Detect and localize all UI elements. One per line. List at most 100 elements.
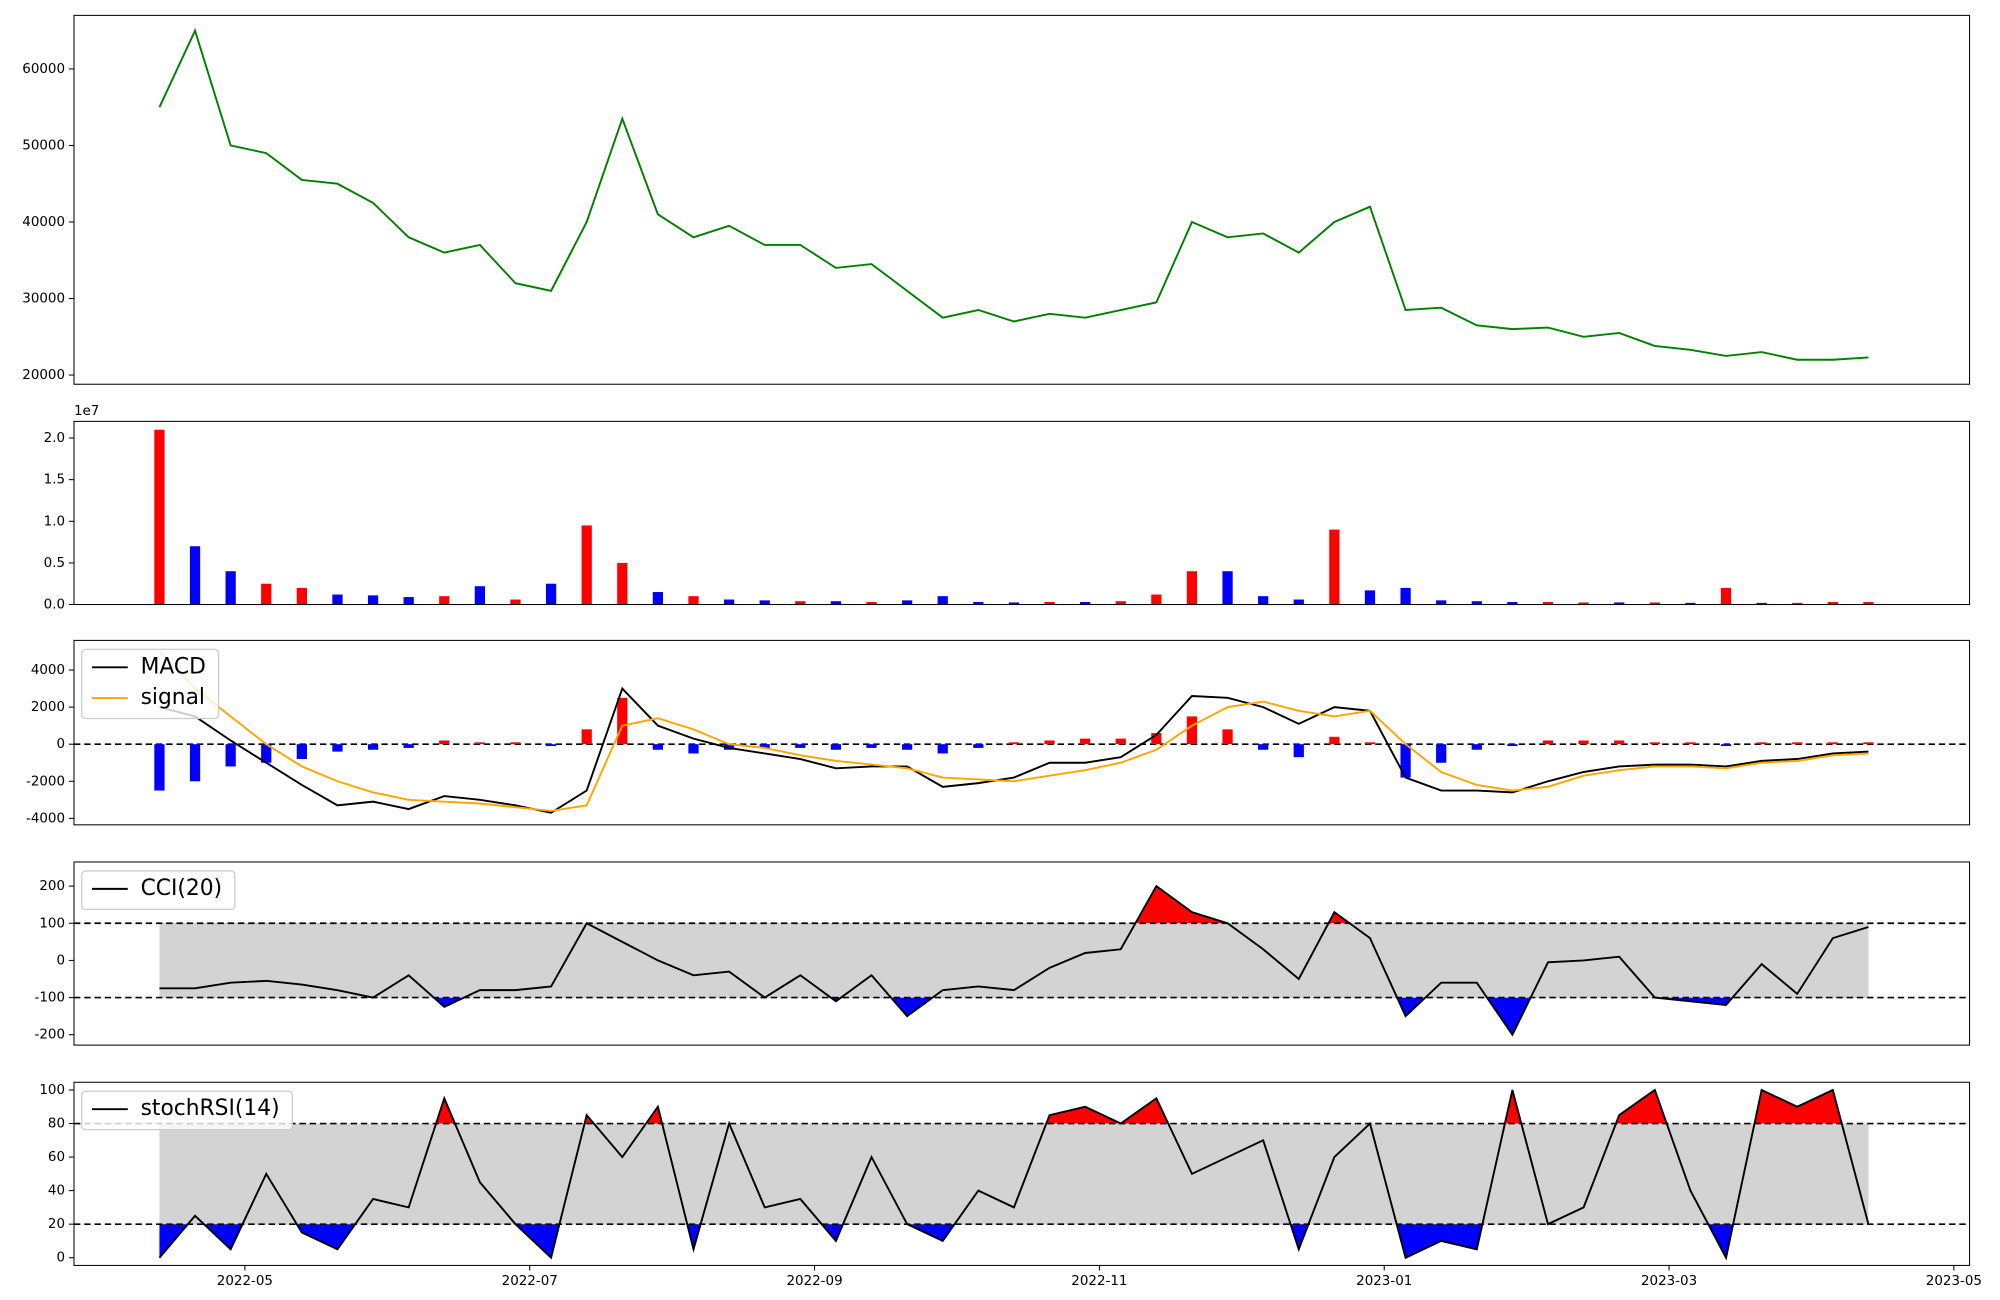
bar [902,600,913,605]
overbought-fill [586,886,1350,924]
bar [759,600,770,605]
y-tick-label: 0 [56,953,65,968]
panel-frame [73,639,1971,826]
x-tick-label: 2023-01 [1356,1274,1412,1289]
x-tick-label: 2023-03 [1641,1274,1697,1289]
histogram-bar [1685,742,1696,745]
bar [225,571,236,605]
legend: stochRSI(14) [81,1090,294,1131]
bar [296,587,307,605]
histogram-bar [1115,738,1126,745]
y-tick-label: 2000 [31,700,65,715]
histogram-bar [688,744,699,754]
legend-label: MACD [141,654,206,679]
x-tick-label: 2022-09 [786,1274,842,1289]
bar [866,602,877,605]
bar [332,594,343,605]
y-tick-label: 1.0 [44,514,65,529]
histogram-bar [1614,740,1625,745]
line [159,686,1869,814]
bar [1863,602,1874,605]
bar [617,562,628,605]
y-tick-label: 80 [48,1117,65,1132]
y-tick-label: 0.5 [44,556,65,571]
legend-label: CCI(20) [141,876,223,901]
y-tick-label: 50000 [22,138,65,153]
legend: CCI(20) [81,870,236,910]
bar [973,602,984,605]
histogram-bar [1507,744,1518,747]
y-tick-label: 100 [39,916,65,931]
plot-area [158,28,1869,361]
bar [261,583,272,605]
bar [189,546,201,605]
y-tick-label: 20 [48,1217,65,1232]
bar [1364,590,1376,605]
histogram-bar [1329,736,1340,745]
y-tick-label: -200 [35,1028,66,1043]
histogram-bar [296,744,307,760]
histogram-bar [1080,738,1091,745]
panel-frame [73,14,1971,385]
legend: MACD signal [81,648,220,720]
y-tick-label: 60 [48,1150,65,1165]
histogram-bar [866,744,877,748]
histogram-bar [759,744,770,748]
histogram-bar [1863,742,1874,745]
bar [1471,601,1482,605]
neutral-band [159,1123,1869,1225]
plot-area [73,884,1970,1037]
histogram-bar [332,744,343,752]
bar [367,595,379,605]
legend-box [81,870,236,910]
y-tick-label: -100 [35,991,66,1006]
histogram-bar [1649,742,1660,745]
bar [1578,602,1589,605]
y-tick-label: 40 [48,1184,65,1199]
bar [688,596,699,605]
y-tick-label: 200 [39,879,65,894]
histogram-bar [1542,740,1554,745]
histogram-bar [1293,744,1304,758]
y-tick-label: -4000 [26,811,65,826]
neutral-band [159,923,1869,998]
bar [1222,571,1233,605]
x-tick-label: 2022-11 [1071,1274,1127,1289]
histogram-bar [581,729,592,745]
line [158,1088,1870,1261]
bar [154,429,165,605]
histogram-bar [225,744,236,767]
histogram-bar [1436,744,1447,763]
bar [937,596,948,605]
histogram-bar [439,740,450,745]
x-tick-label: 2023-05 [1926,1274,1982,1289]
y-tick-label: 40000 [22,215,65,230]
histogram-bar [1720,744,1732,747]
bar [545,583,557,605]
bar [1507,602,1518,605]
histogram-bar [154,744,165,791]
bar [1186,571,1198,605]
histogram-bar [1471,744,1482,750]
bar [1329,529,1340,605]
bar [1400,587,1411,605]
bar [795,601,806,605]
bar [1008,602,1020,605]
histogram-bar [189,744,201,782]
histogram-bar [795,744,806,748]
panel-frame [73,1081,1971,1266]
panel: -200 -100 0 100 200 CCI(20) [35,861,1971,1046]
y-tick-label: 0.0 [44,598,65,613]
panel: 20000 30000 40000 50000 60000 [22,14,1971,385]
histogram-bar [545,744,557,747]
panel-frame [73,861,1971,1046]
overbought-fill [436,1089,1842,1124]
histogram-bar [1400,744,1411,778]
y-tick-label: 2.0 [44,431,65,446]
y-tick-label: 1.5 [44,473,65,488]
histogram-bar [652,744,664,750]
bar [1720,587,1732,605]
histogram-bar [1186,716,1198,745]
bar [1792,602,1803,605]
panel: -4000 -2000 0 2000 4000 MACD signal [26,639,1971,826]
